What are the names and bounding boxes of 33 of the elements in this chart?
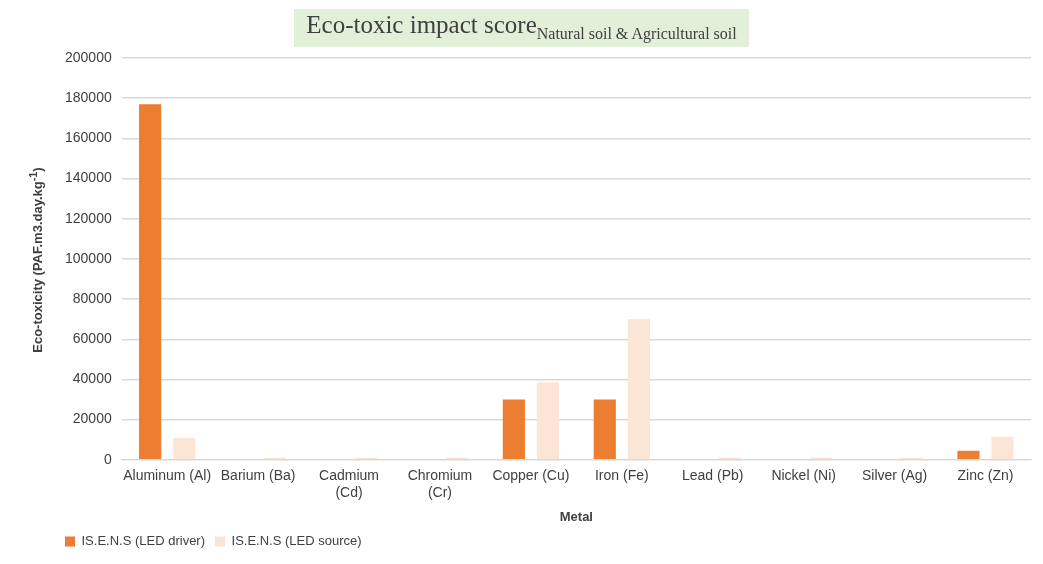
x-tick-label: Lead (Pb) (682, 467, 744, 484)
y-tick-label: 20000 (72, 410, 112, 427)
x-tick-label: Cadmium (Cd) (319, 467, 379, 500)
x-tick-label: Copper (Cu) (492, 467, 570, 484)
y-tick-label: 160000 (65, 129, 112, 146)
x-tick-label: Aluminum (Al) (123, 467, 212, 484)
bar (502, 399, 525, 460)
bar (536, 382, 560, 460)
chart-title: Eco-toxic impact score$_{Natural soil & Agricultural soil}$ (294, 9, 749, 47)
legend-label: IS.E.N.S (LED driver) (81, 533, 206, 549)
y-tick-label: 180000 (65, 89, 112, 106)
bar (173, 437, 196, 460)
bar (957, 450, 980, 460)
y-tick-label: 100000 (65, 249, 112, 266)
x-tick-label: Chromium (Cr) (407, 467, 473, 500)
y-tick-label: 60000 (72, 330, 112, 347)
x-axis-title: Metal (559, 508, 593, 524)
bar (627, 319, 650, 460)
bar (991, 436, 1014, 460)
y-tick-label: 40000 (72, 370, 112, 387)
x-tick-label: Nickel (Ni) (771, 467, 836, 484)
y-tick-label: 140000 (65, 169, 112, 186)
x-tick-label: Iron (Fe) (594, 467, 649, 484)
x-tick-label: Barium (Ba) (220, 467, 296, 484)
y-tick-label: 120000 (65, 209, 112, 226)
bar (139, 104, 162, 460)
y-tick-label: 0 (103, 450, 112, 467)
legend-label: IS.E.N.S (LED source) (231, 533, 362, 549)
x-tick-label: Silver (Ag) (861, 467, 928, 484)
y-tick-label: 80000 (72, 289, 112, 306)
bar (593, 399, 616, 460)
x-tick-label: Zinc (Zn) (957, 467, 1014, 484)
y-tick-label: 200000 (65, 48, 112, 65)
